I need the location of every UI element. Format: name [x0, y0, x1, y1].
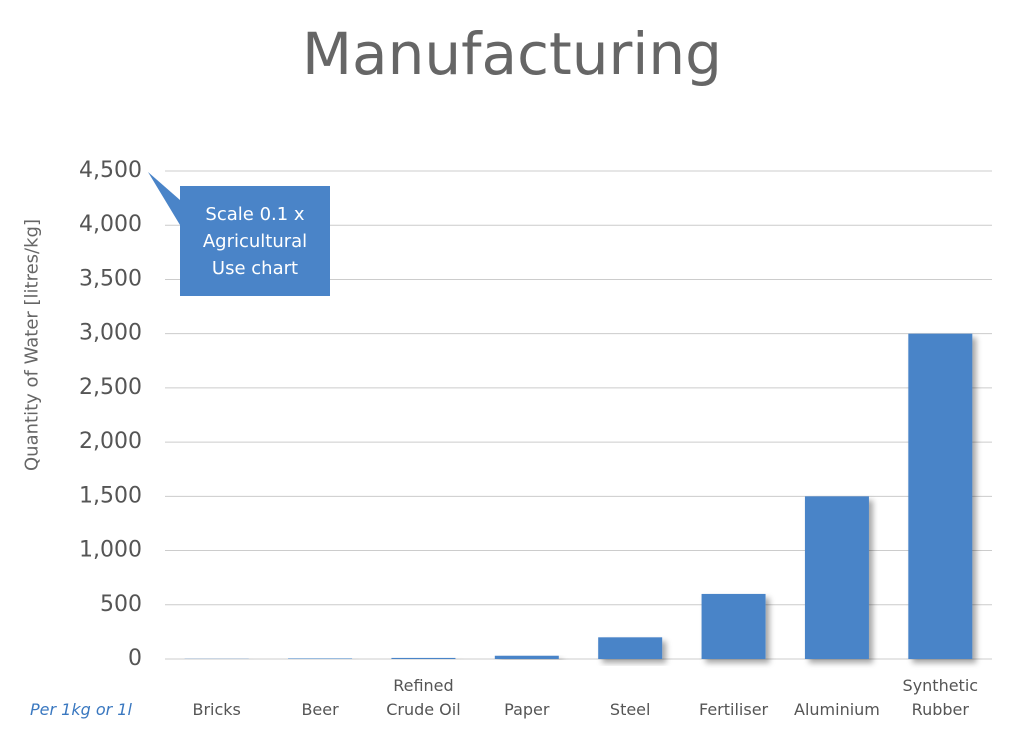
- bar: [288, 658, 353, 659]
- bar: [391, 657, 456, 659]
- y-tick-label: 4,500: [79, 158, 142, 183]
- x-tick-label: Refined Crude Oil: [386, 676, 461, 719]
- y-tick-label: 500: [100, 592, 142, 617]
- chart-title: Manufacturing: [302, 20, 722, 88]
- y-tick-label: 1,000: [79, 538, 142, 563]
- callout-pointer: [148, 172, 180, 225]
- bar: [804, 496, 869, 659]
- x-tick-label: Beer: [301, 700, 339, 719]
- y-tick-label: 0: [128, 646, 142, 671]
- y-tick-label: 3,000: [79, 321, 142, 346]
- y-tick-label: 2,000: [79, 429, 142, 454]
- bar: [701, 593, 766, 659]
- bar: [494, 655, 559, 659]
- x-tick-label: Steel: [609, 700, 651, 719]
- y-tick-label: 3,500: [79, 266, 142, 291]
- bar: [908, 333, 973, 659]
- y-tick-label: 2,500: [79, 375, 142, 400]
- y-tick-label: 1,500: [79, 483, 142, 508]
- y-tick-label: 4,000: [79, 212, 142, 237]
- annotation: Scale 0.1 x Agricultural Use chart: [180, 186, 330, 296]
- footnote: Per 1kg or 1l: [30, 700, 132, 719]
- bar: [598, 637, 663, 659]
- y-axis-label: Quantity of Water [litres/kg]: [21, 219, 43, 471]
- x-tick-label: Paper: [504, 700, 550, 719]
- x-tick-label: Fertiliser: [699, 700, 769, 719]
- x-tick-label: Aluminium: [794, 700, 880, 719]
- x-tick-label: Bricks: [192, 700, 241, 719]
- x-tick-label: Synthetic Rubber: [902, 676, 979, 719]
